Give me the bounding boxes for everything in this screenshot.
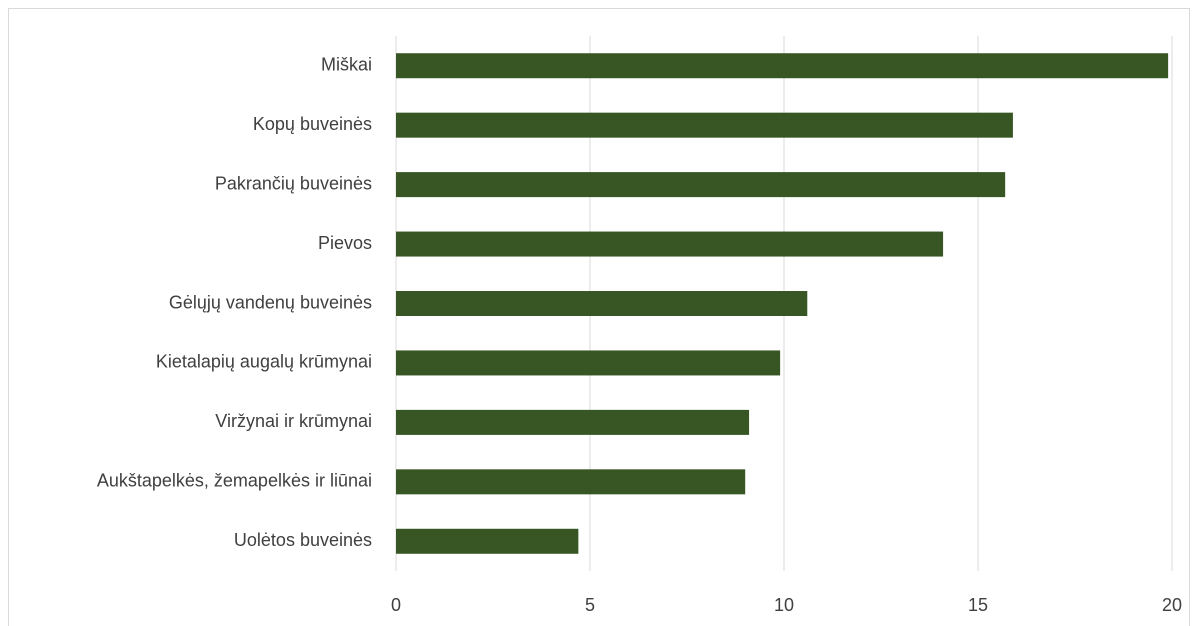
bar (396, 528, 579, 554)
x-tick-label: 10 (774, 595, 794, 615)
y-tick-label: Kopų buveinės (253, 114, 372, 134)
y-tick-label: Gėlųjų vandenų buveinės (169, 292, 372, 312)
y-tick-label: Viržynai ir krūmynai (215, 411, 372, 431)
y-tick-label: Pakrančių buveinės (215, 173, 372, 193)
x-tick-label: 15 (968, 595, 988, 615)
chart-border (8, 8, 1190, 626)
bar (396, 53, 1169, 79)
bar (396, 409, 750, 435)
bar (396, 172, 1006, 198)
bar (396, 231, 944, 257)
y-tick-label: Uolėtos buveinės (234, 530, 372, 550)
bar (396, 350, 781, 376)
x-tick-label: 0 (391, 595, 401, 615)
y-tick-label: Kietalapių augalų krūmynai (156, 352, 372, 372)
x-tick-label: 20 (1162, 595, 1182, 615)
y-tick-label: Pievos (318, 233, 372, 253)
bar (396, 112, 1013, 138)
y-tick-label: Miškai (321, 54, 372, 74)
y-tick-label: Aukštapelkės, žemapelkės ir liūnai (97, 471, 372, 491)
bar (396, 291, 808, 316)
bar (396, 469, 746, 495)
x-tick-label: 5 (585, 595, 595, 615)
